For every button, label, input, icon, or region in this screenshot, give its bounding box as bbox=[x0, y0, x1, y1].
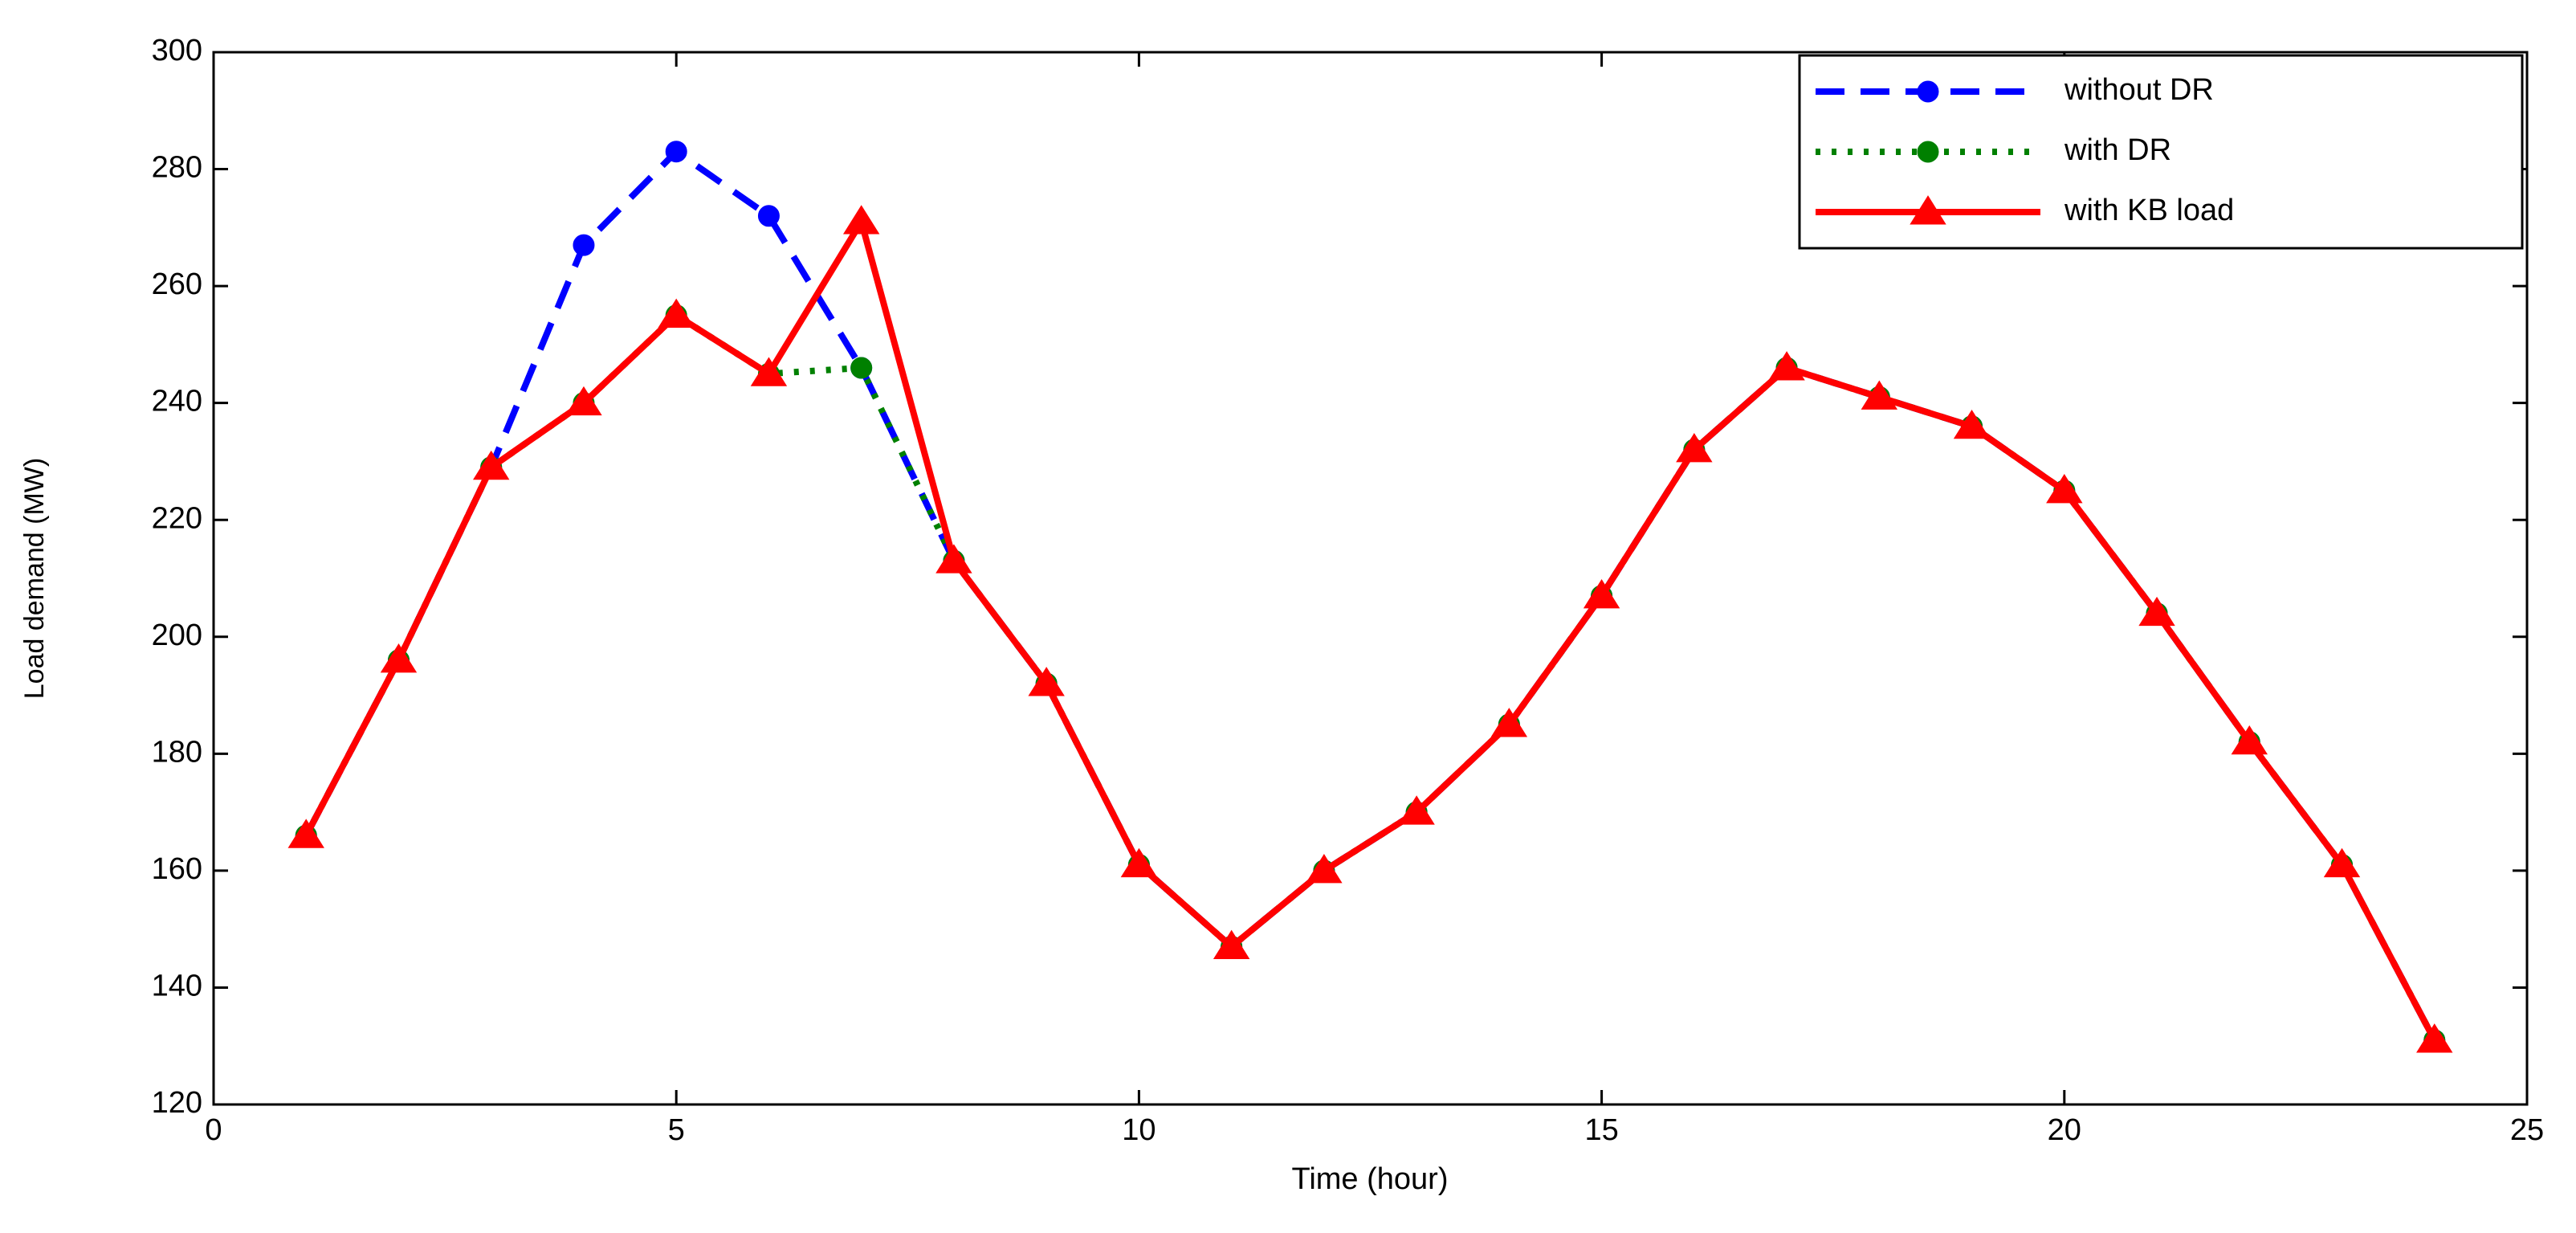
y-tick-label: 260 bbox=[152, 267, 202, 301]
y-tick-label: 200 bbox=[152, 619, 202, 652]
marker bbox=[1398, 795, 1435, 825]
legend-marker bbox=[1917, 80, 1939, 103]
marker bbox=[1120, 847, 1158, 878]
marker bbox=[1306, 854, 1343, 884]
y-tick-label: 140 bbox=[152, 969, 202, 1002]
marker bbox=[1861, 380, 1898, 410]
y-tick-label: 300 bbox=[152, 34, 202, 67]
y-tick-label: 180 bbox=[152, 735, 202, 769]
y-tick-label: 220 bbox=[152, 501, 202, 535]
y-tick-label: 280 bbox=[152, 151, 202, 185]
marker bbox=[750, 357, 788, 386]
marker bbox=[658, 298, 695, 328]
y-tick-label: 240 bbox=[152, 385, 202, 418]
y-axis-label: Load demand (MW) bbox=[19, 458, 50, 699]
marker bbox=[2138, 596, 2175, 627]
marker bbox=[1490, 708, 1528, 737]
x-tick-label: 5 bbox=[668, 1113, 685, 1147]
marker bbox=[287, 819, 324, 848]
marker bbox=[1028, 667, 1065, 696]
marker bbox=[2231, 725, 2268, 755]
marker bbox=[1583, 579, 1620, 609]
x-tick-label: 10 bbox=[1122, 1113, 1156, 1147]
x-tick-label: 25 bbox=[2510, 1113, 2544, 1147]
y-tick-label: 120 bbox=[152, 1086, 202, 1120]
x-axis-label: Time (hour) bbox=[1292, 1162, 1449, 1196]
x-tick-label: 20 bbox=[2048, 1113, 2081, 1147]
marker bbox=[935, 544, 972, 574]
y-tick-label: 160 bbox=[152, 852, 202, 886]
marker bbox=[1676, 433, 1713, 463]
legend-label: without DR bbox=[2064, 73, 2214, 107]
legend-label: with KB load bbox=[2064, 194, 2234, 227]
x-tick-label: 0 bbox=[205, 1113, 222, 1147]
legend-marker bbox=[1917, 141, 1939, 163]
marker bbox=[565, 386, 602, 416]
legend-label: with DR bbox=[2064, 133, 2171, 167]
marker bbox=[1213, 929, 1250, 959]
marker bbox=[2323, 847, 2361, 878]
series-line bbox=[303, 218, 2438, 1042]
marker bbox=[665, 141, 687, 163]
marker bbox=[2046, 474, 2083, 504]
marker bbox=[757, 205, 780, 227]
marker bbox=[1953, 409, 1991, 439]
marker bbox=[1768, 351, 1805, 381]
marker bbox=[850, 357, 873, 379]
marker bbox=[380, 643, 418, 673]
marker bbox=[473, 450, 510, 480]
marker bbox=[573, 234, 595, 256]
x-tick-label: 15 bbox=[1584, 1113, 1618, 1147]
marker bbox=[842, 205, 880, 235]
marker bbox=[2416, 1023, 2453, 1053]
legend-marker bbox=[1910, 195, 1946, 225]
